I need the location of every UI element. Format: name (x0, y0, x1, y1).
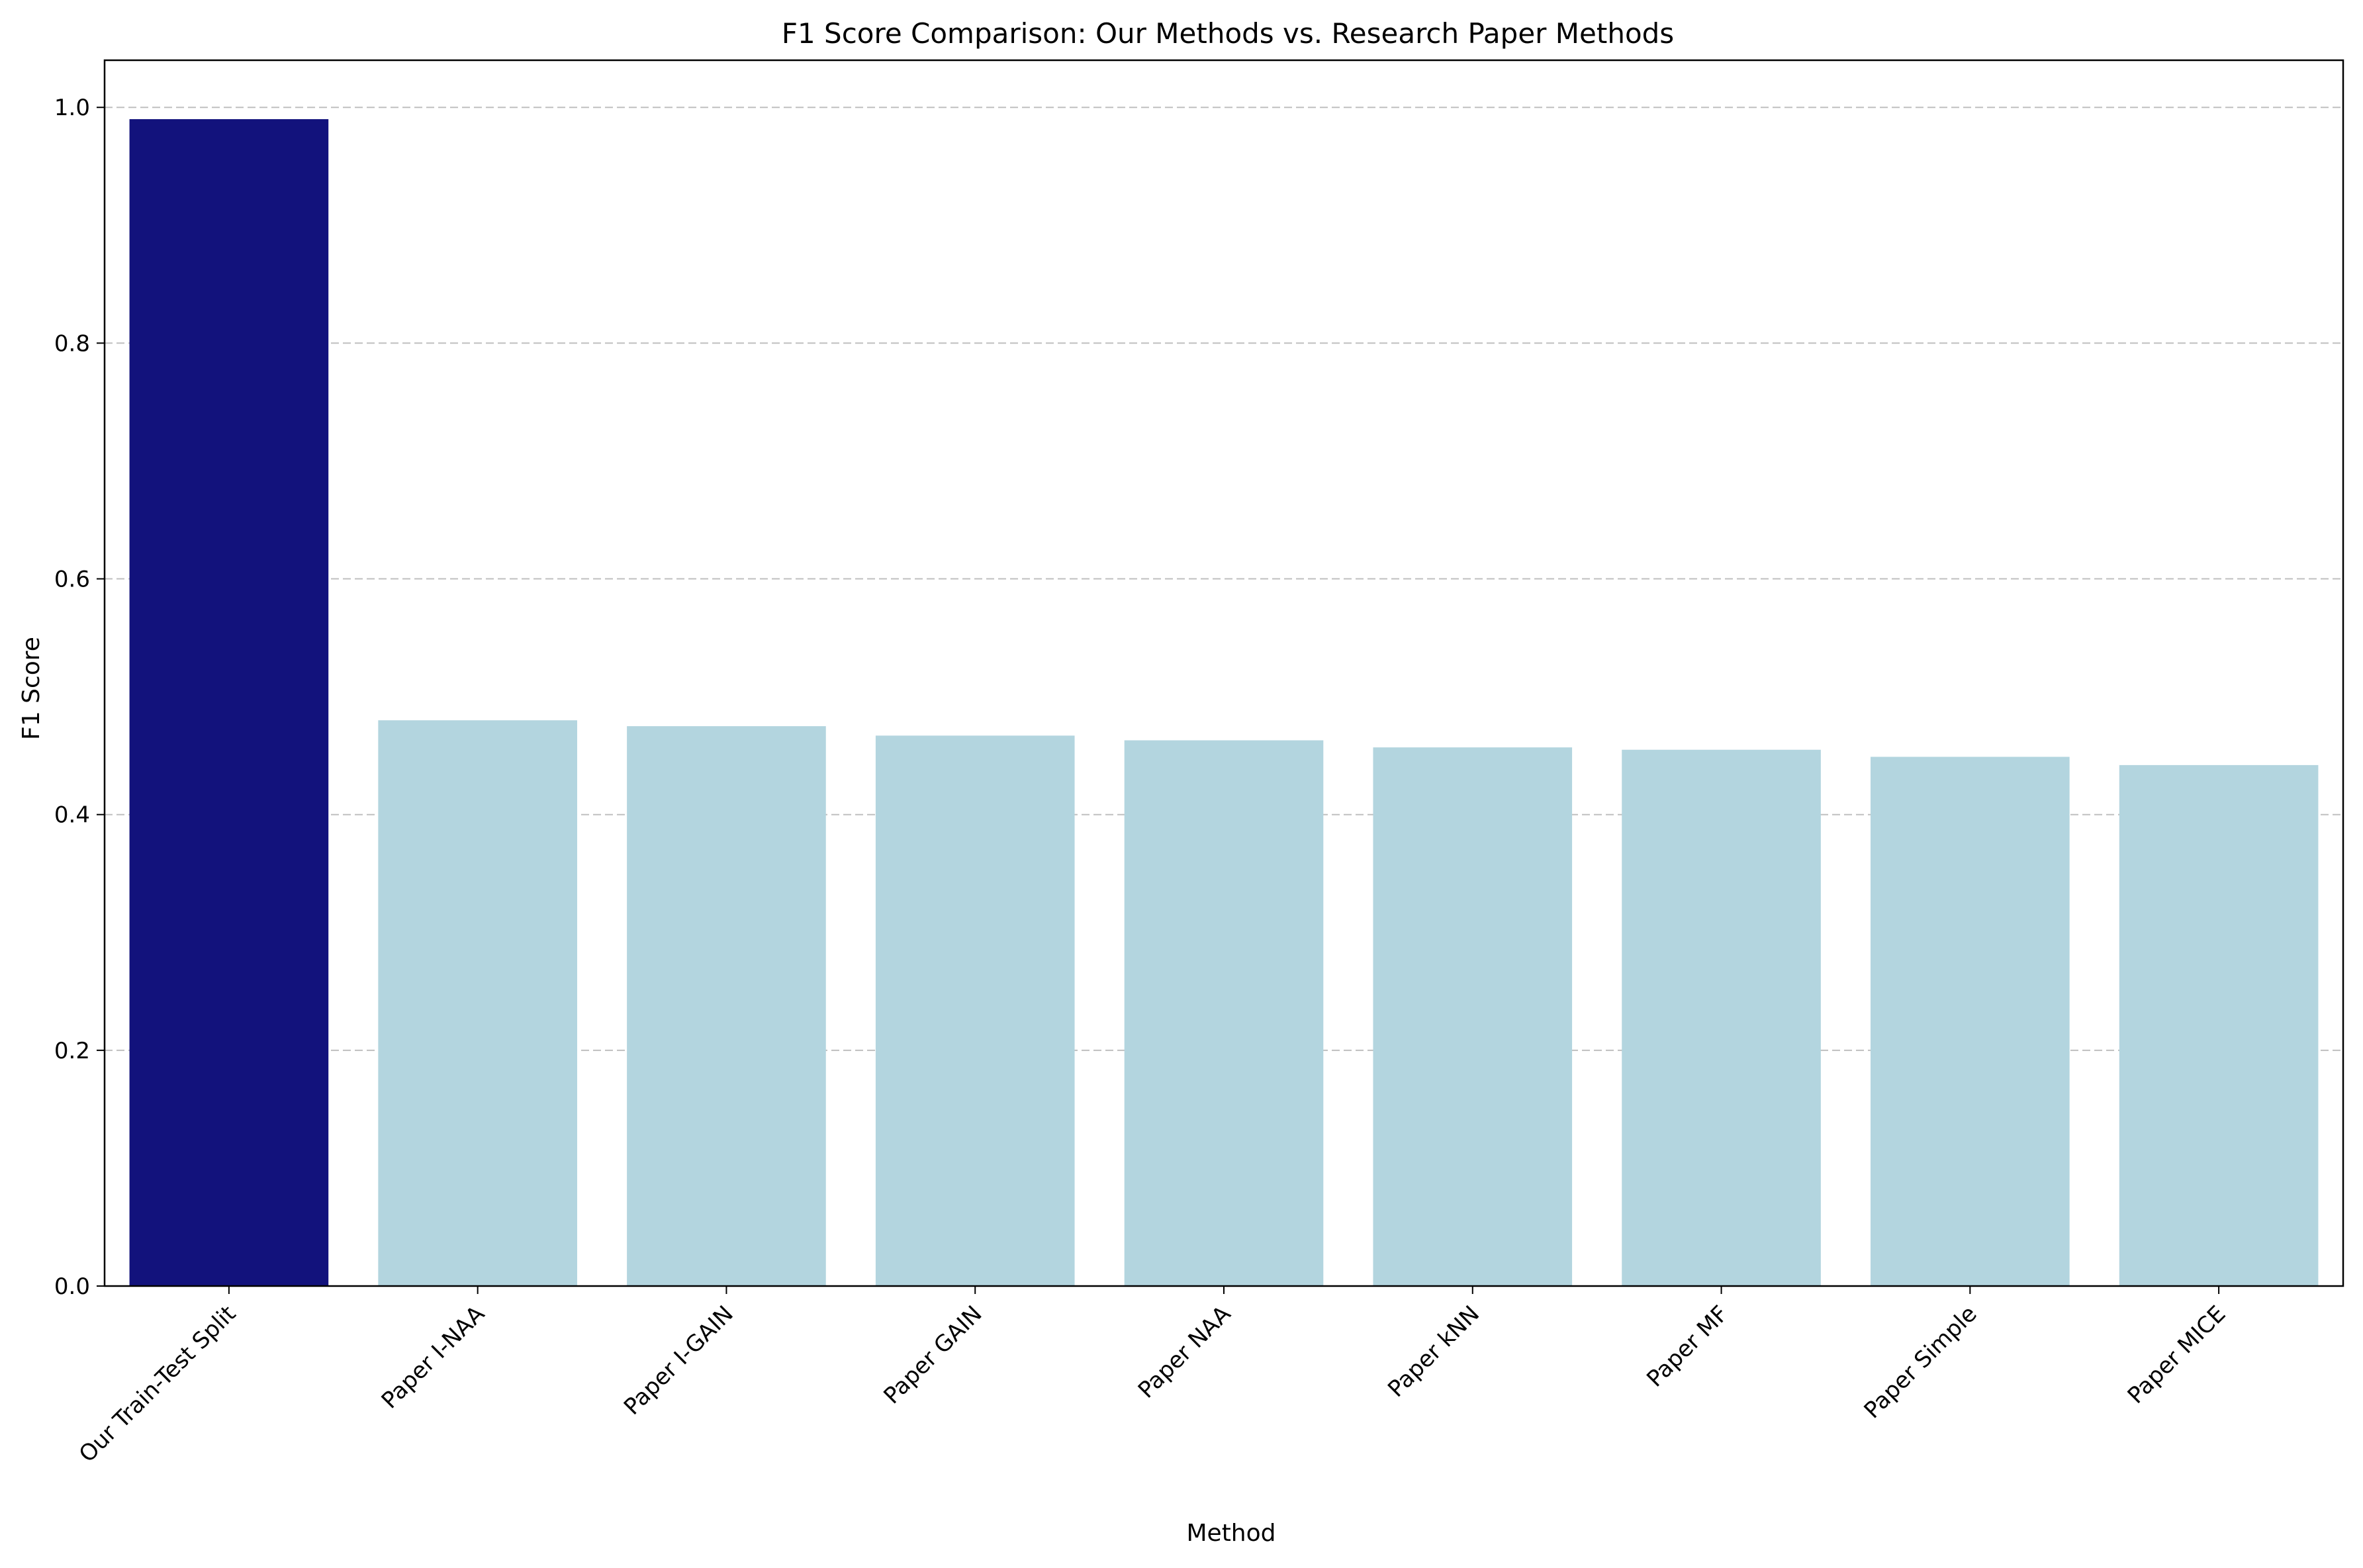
plot-frame (103, 59, 2344, 1287)
x-axis-label: Method (1186, 1520, 1275, 1547)
y-tick-label: 0.4 (54, 802, 90, 829)
bar-paper-knn (1373, 747, 1573, 1286)
y-tick-label: 0.8 (54, 330, 90, 357)
bar-paper-mf (1622, 749, 1821, 1286)
bar-paper-mice (2119, 764, 2319, 1286)
y-axis-label: F1 Score (18, 637, 45, 740)
chart-title: F1 Score Comparison: Our Methods vs. Res… (782, 17, 1674, 50)
bar-paper-naa (1124, 740, 1324, 1286)
bar-paper-i-naa (378, 720, 577, 1286)
bars (129, 119, 2319, 1287)
bar-paper-i-gain (627, 726, 826, 1286)
bar-paper-simple (1871, 757, 2070, 1286)
y-tick-label: 0.2 (54, 1038, 90, 1064)
y-tick-label: 1.0 (54, 95, 90, 121)
y-tick-label: 0.6 (54, 567, 90, 593)
bar-paper-gain (875, 735, 1075, 1286)
bar-our-train-test-split (129, 119, 329, 1287)
y-tick-label: 0.0 (54, 1273, 90, 1300)
